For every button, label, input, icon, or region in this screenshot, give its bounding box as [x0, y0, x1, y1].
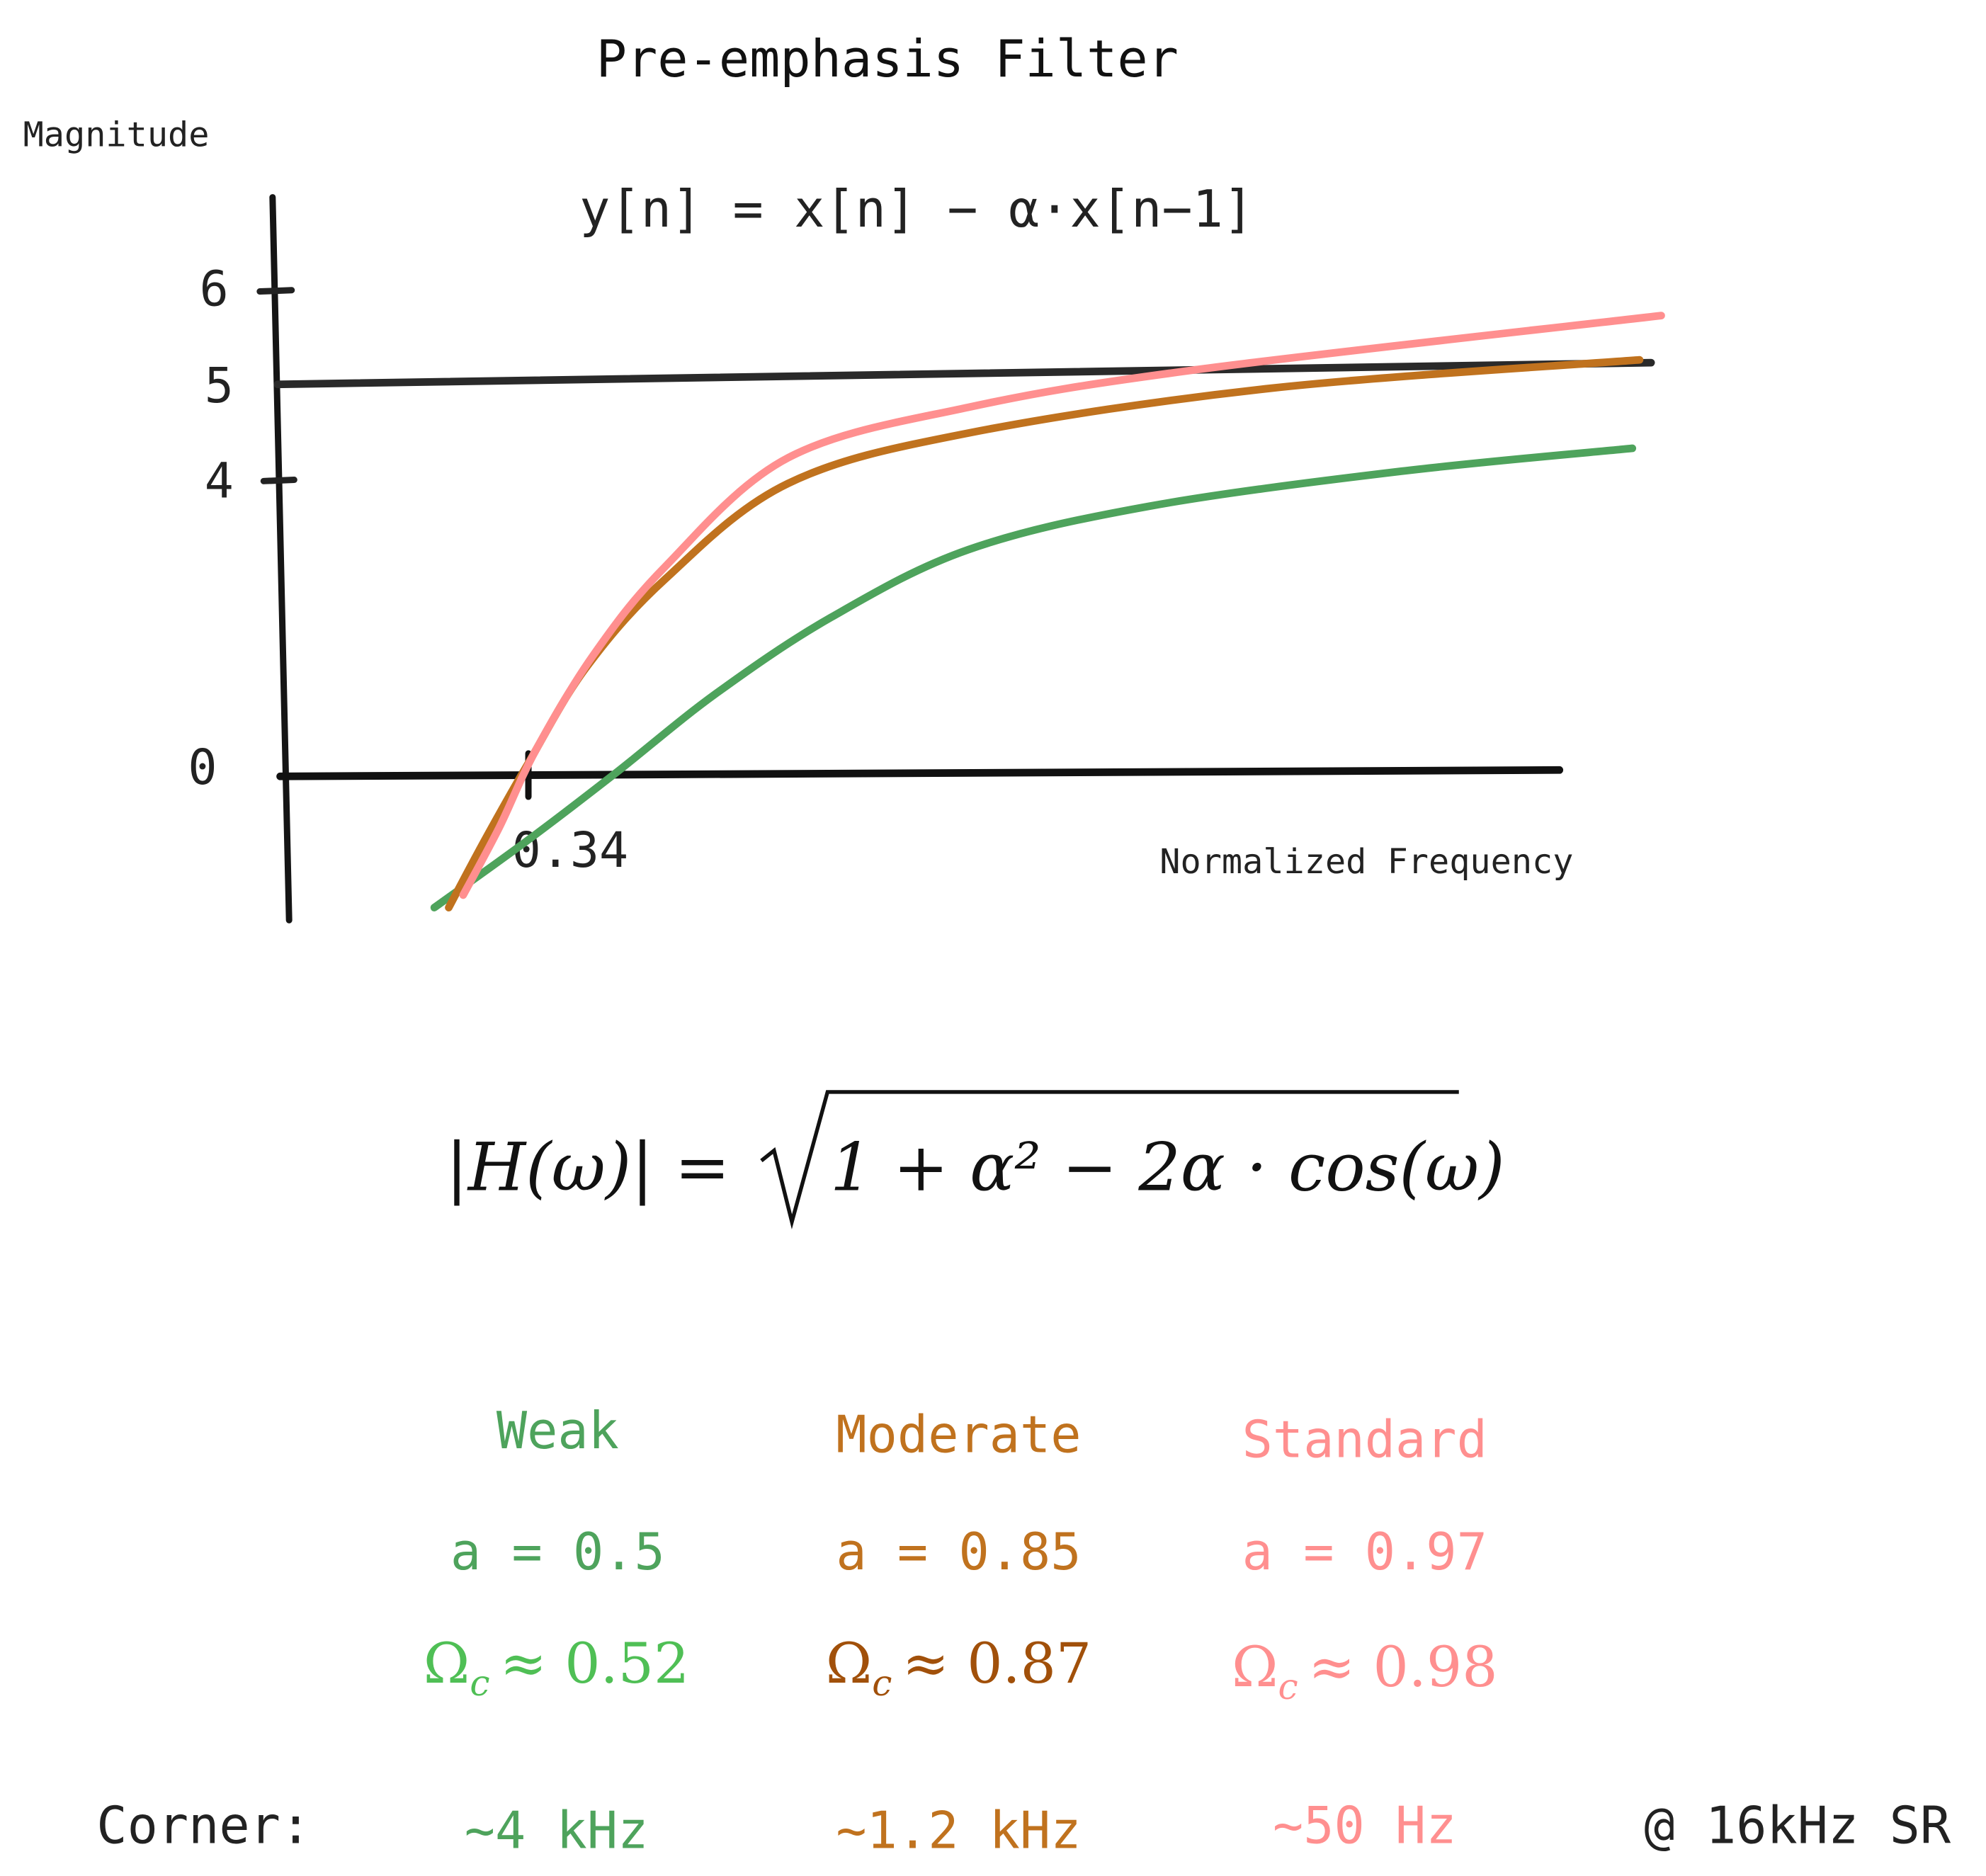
legend-alpha-standard: a = 0.97: [1242, 1522, 1487, 1581]
series-line-standard: [459, 312, 1665, 899]
corner-label: Corner:: [96, 1795, 311, 1855]
difference-equation: y[n] = x[n] − α·x[n−1]: [579, 179, 1254, 239]
y-axis: [269, 194, 293, 923]
y-tick-label-4: 4: [205, 454, 234, 510]
formula-lhs: |H(ω)| =: [446, 1129, 730, 1206]
legend-name-moderate: Moderate: [836, 1405, 1081, 1465]
axes: 6 5 4 0 0.34 Normalized Frequency: [188, 194, 1574, 923]
magnitude-formula: |H(ω)| = 1 + α² − 2α · cos(ω): [446, 1090, 1505, 1229]
legend-corner-moderate: ~1.2 kHz: [836, 1800, 1081, 1860]
y-tick-label-0: 0: [188, 740, 217, 796]
formula-radicand: 1 + α² − 2α · cos(ω): [830, 1129, 1505, 1206]
y-tick-label-6: 6: [200, 261, 229, 317]
x-tick-label-0.34: 0.34: [512, 823, 628, 879]
legend-omega-weak: Ωc ≈ 0.52: [424, 1631, 690, 1704]
y-tick-4-mark: [260, 477, 297, 484]
legend-omega-moderate: Ωc ≈ 0.87: [826, 1631, 1092, 1704]
legend-omega-standard: Ωc ≈ 0.98: [1232, 1635, 1498, 1707]
x-axis: [276, 766, 1564, 780]
series-line-weak: [430, 444, 1637, 911]
sample-rate-note: @ 16kHz SR: [1644, 1795, 1951, 1855]
reference-line-5: [273, 358, 1655, 389]
legend-alpha-weak: a = 0.5: [450, 1522, 665, 1581]
y-tick-label-5: 5: [205, 358, 234, 414]
plot-marks: [273, 312, 1665, 911]
x-axis-label: Normalized Frequency: [1159, 842, 1573, 882]
legend-table: Weak Moderate Standard a = 0.5 a = 0.85 …: [96, 1401, 1951, 1860]
legend-name-standard: Standard: [1242, 1410, 1487, 1469]
legend-corner-standard: ~50 Hz: [1273, 1795, 1457, 1855]
legend-name-weak: Weak: [496, 1401, 619, 1460]
y-axis-label: Magnitude: [23, 115, 210, 155]
legend-alpha-moderate: a = 0.85: [836, 1522, 1081, 1581]
legend-corner-weak: ~4 kHz: [465, 1800, 649, 1860]
y-tick-6-mark: [256, 287, 295, 295]
sqrt-radical: [760, 1090, 1459, 1229]
chart-title: Pre-emphasis Filter: [596, 29, 1179, 89]
